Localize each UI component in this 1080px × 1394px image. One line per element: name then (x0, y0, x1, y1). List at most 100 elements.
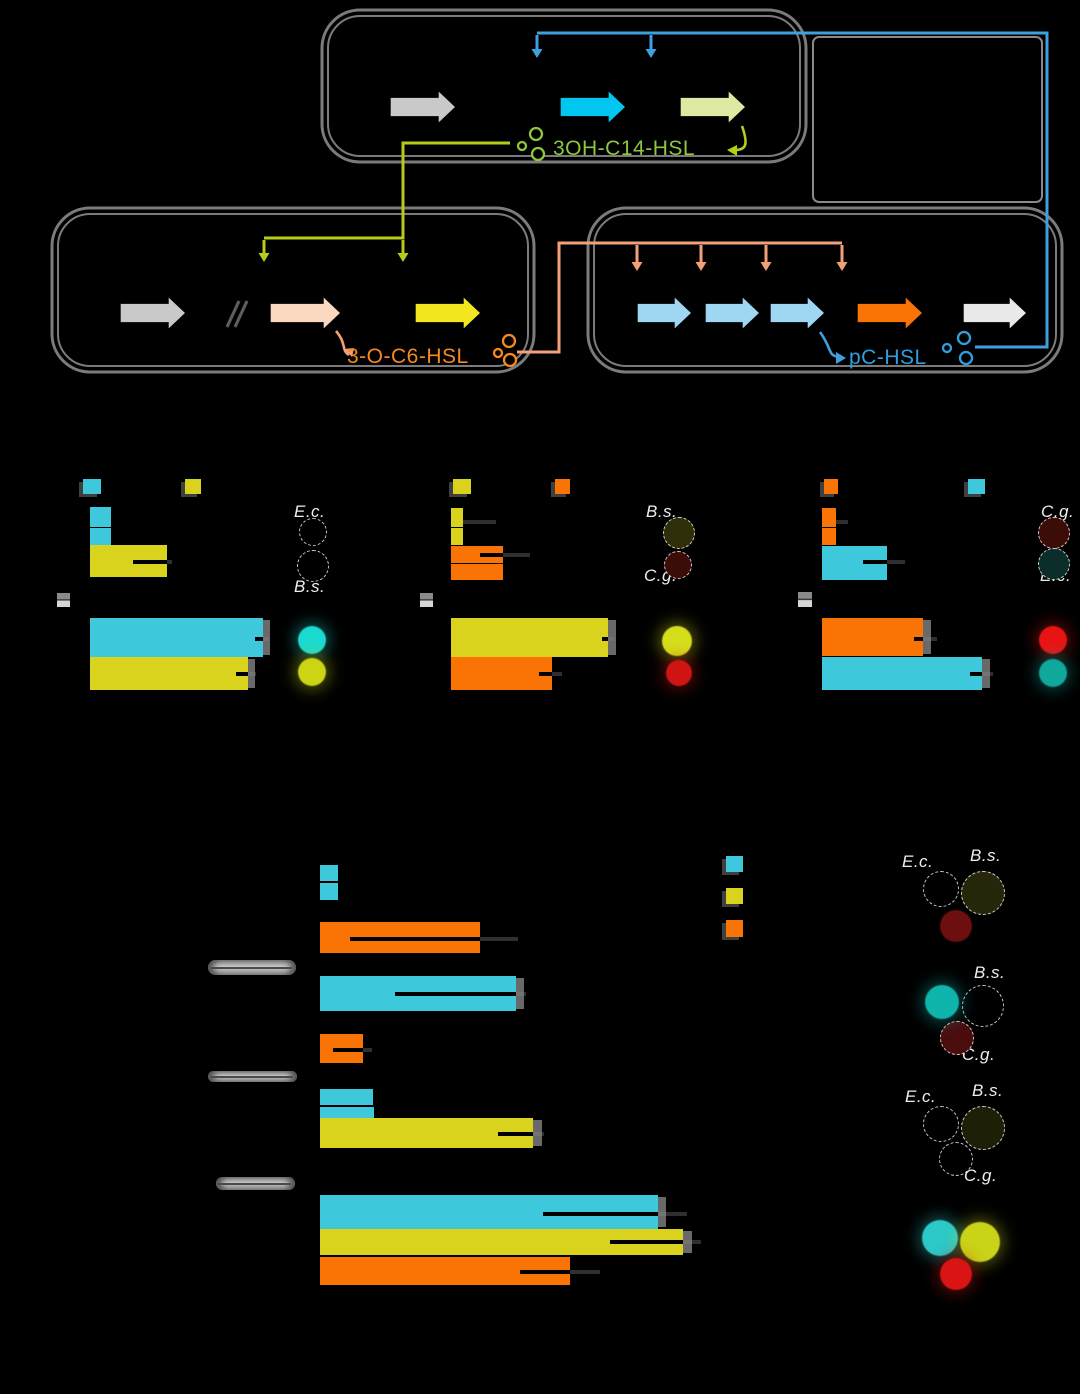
bar (822, 528, 836, 545)
bar (320, 883, 338, 900)
legend-swatch-orange (824, 479, 838, 494)
legend-swatch-yellow (453, 479, 471, 494)
colony-label: B.s. (294, 577, 326, 596)
bar (320, 1089, 373, 1105)
colony-outline (1038, 548, 1070, 580)
signal-arrowhead-icon (836, 352, 846, 364)
bar-end-shadow (923, 620, 931, 654)
colony-outline (961, 871, 1005, 915)
gene-arrow (414, 294, 483, 332)
signal-arrowhead-icon (531, 49, 543, 58)
signal-arrowhead-icon (727, 145, 737, 156)
colony (940, 1258, 972, 1290)
signal-arrowhead-icon (631, 262, 643, 271)
colony-outline (299, 518, 327, 546)
error-bar-outer (463, 520, 496, 524)
colony (298, 658, 326, 686)
error-bar-outer (533, 1132, 544, 1136)
legend-swatch-cyan (83, 479, 101, 494)
error-bar (333, 1048, 363, 1052)
colony-outline (1038, 517, 1070, 549)
left-cell-inner-membrane (57, 213, 529, 367)
bar (451, 528, 463, 545)
signal-arrowhead-icon (645, 49, 657, 58)
culture-icon (798, 592, 812, 607)
signal-path (264, 141, 510, 240)
error-bar (480, 553, 503, 557)
bar-end-shadow (516, 978, 524, 1009)
bar (822, 618, 923, 656)
bar (320, 865, 338, 881)
error-bar (255, 637, 263, 641)
error-bar-outer (503, 553, 530, 557)
colony (922, 1220, 958, 1256)
colony-label: C.g. (962, 1045, 996, 1064)
error-bar (602, 637, 608, 641)
annex-outline (812, 36, 1043, 203)
error-bar-outer (552, 672, 562, 676)
signal-arrowhead-icon (760, 262, 772, 271)
colony (940, 910, 972, 942)
error-bar (395, 992, 516, 996)
colony-outline (940, 1021, 974, 1055)
capsule-midline (210, 1075, 293, 1078)
colony (1039, 626, 1067, 654)
gene-arrow (679, 88, 748, 126)
signal-molecule-icon (530, 146, 546, 162)
colony-label: C.g. (964, 1166, 998, 1185)
bar (451, 618, 608, 657)
error-bar (610, 1240, 683, 1244)
colony-label: B.s. (974, 963, 1006, 982)
colony-outline (297, 550, 329, 582)
bar-end-shadow (263, 620, 270, 655)
gene-arrow (119, 294, 188, 332)
colony (1039, 659, 1067, 687)
gene-arrow (704, 294, 762, 332)
capsule-midline (210, 966, 292, 969)
signal-label: 3OH-C14-HSL (553, 137, 695, 160)
bar (451, 564, 503, 580)
bar (451, 546, 503, 563)
error-bar (539, 672, 552, 676)
legend-swatch-orange (726, 920, 743, 937)
colony-label: C.g. (1041, 502, 1075, 521)
signal-path (517, 241, 842, 354)
colony (925, 985, 959, 1019)
error-bar (350, 937, 480, 941)
signal-molecule-icon (956, 330, 972, 346)
error-bar-outer (608, 637, 614, 641)
sequence-break-mark (225, 300, 241, 328)
gene-arrow (769, 294, 827, 332)
gene-arrow (856, 294, 925, 332)
error-bar (520, 1270, 570, 1274)
error-bar (133, 560, 167, 564)
error-bar-outer (923, 637, 937, 641)
signal-arrowhead-icon (397, 253, 409, 262)
error-bar-outer (683, 1240, 701, 1244)
colony-outline (663, 517, 695, 549)
gene-arrow (962, 294, 1029, 332)
gene-arrow (389, 88, 458, 126)
error-bar-outer (248, 672, 256, 676)
colony-label: E.c. (294, 502, 326, 521)
legend-swatch-yellow (726, 888, 743, 904)
consortium-capsule-icon (208, 1071, 297, 1082)
bar-end-shadow (683, 1231, 692, 1253)
bar (822, 508, 836, 527)
legend-swatch-yellow (185, 479, 201, 494)
colony-label: B.s. (646, 502, 678, 521)
signal-path (537, 31, 1049, 349)
signal-arrowhead-icon (344, 348, 354, 357)
error-bar (970, 672, 982, 676)
error-bar (498, 1132, 533, 1136)
colony (666, 660, 692, 686)
bar-chart-panels (0, 0, 1080, 954)
colony-label: E.c. (905, 1087, 937, 1106)
genetic-circuit-diagram: 3OH-C14-HSL 3-O-C6-HSL pC-HSL (50, 8, 1064, 374)
bar (90, 657, 248, 690)
signal-molecule-icon (502, 352, 518, 368)
error-bar (863, 560, 887, 564)
error-bar-outer (363, 1048, 372, 1052)
colony-outline (923, 871, 959, 907)
